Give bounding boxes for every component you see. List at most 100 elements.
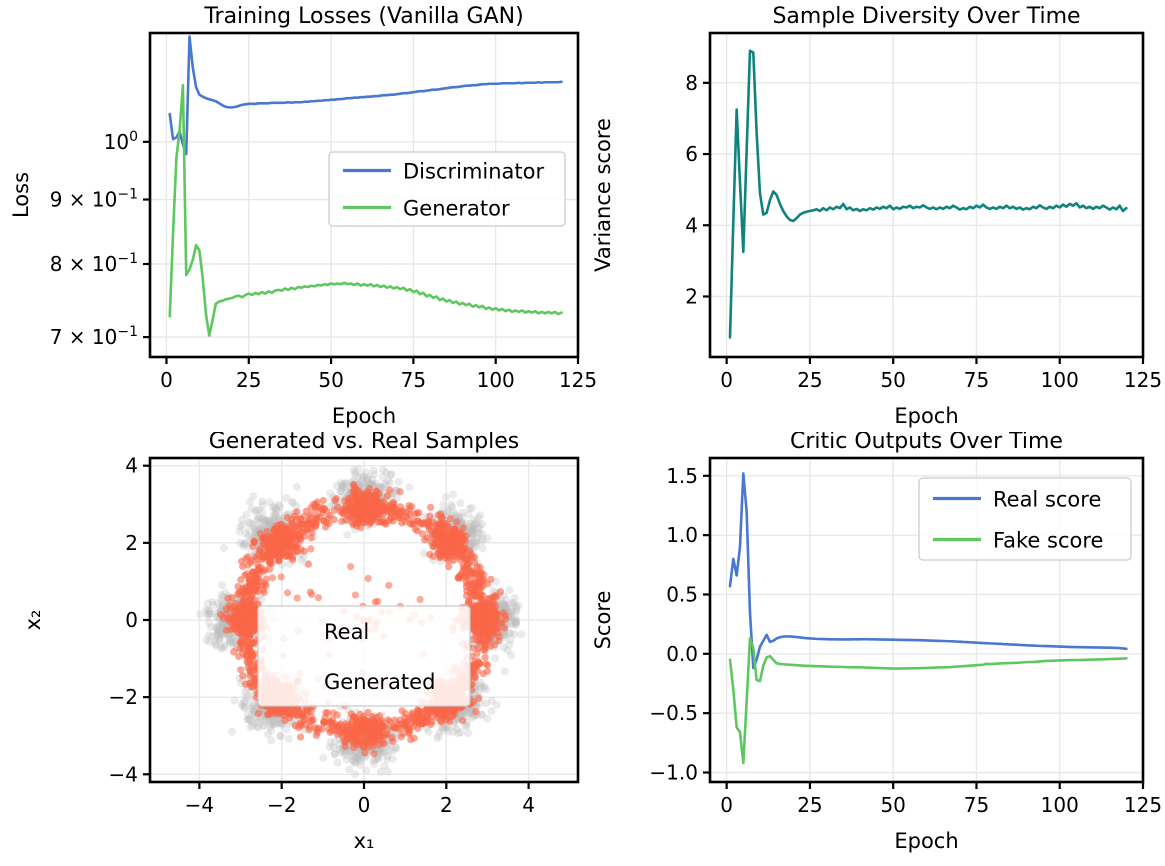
scatter-point-real	[354, 754, 363, 763]
scatter-point-real	[356, 754, 365, 763]
scatter-point-generated	[438, 513, 446, 521]
scatter-point-real	[512, 616, 520, 625]
scatter-point-generated	[406, 505, 414, 513]
scatter-point-real	[342, 755, 351, 764]
scatter-point-real	[467, 540, 476, 549]
scatter-point-generated	[395, 725, 403, 733]
scatter-point-generated	[342, 720, 350, 728]
scatter-point-real	[505, 586, 514, 595]
scatter-point-real	[385, 747, 394, 755]
scatter-point-generated	[319, 496, 327, 505]
scatter-point-generated	[425, 526, 433, 534]
scatter-point-generated	[231, 603, 239, 611]
scatter-point-real	[472, 529, 481, 538]
scatter-point-generated	[416, 595, 424, 603]
scatter-point-real	[270, 511, 278, 519]
xtick-label: 100	[1041, 368, 1079, 392]
scatter-point-real	[476, 511, 485, 520]
scatter-point-generated	[481, 653, 489, 661]
scatter-point-generated	[236, 617, 244, 626]
scatter-point-generated	[249, 542, 257, 550]
scatter-point-real	[435, 728, 444, 737]
scatter-point-generated	[254, 565, 262, 573]
scatter-point-real	[379, 465, 388, 474]
xtick-label: 75	[401, 368, 426, 392]
scatter-point-generated	[481, 647, 489, 655]
xtick-label: 25	[797, 368, 822, 392]
scatter-point-real	[336, 748, 345, 757]
scatter-point-real	[388, 754, 397, 763]
scatter-point-generated	[275, 555, 283, 563]
scatter-point-generated	[241, 604, 250, 612]
scatter-point-real	[269, 716, 278, 725]
scatter-point-real	[343, 488, 352, 497]
scatter-point-generated	[372, 496, 380, 504]
scatter-point-real	[449, 490, 457, 499]
scatter-point-real	[469, 522, 477, 531]
scatter-point-real	[271, 513, 280, 522]
scatter-point-real	[213, 630, 222, 639]
scatter-point-real	[465, 709, 474, 718]
scatter-point-real	[512, 620, 520, 629]
scatter-point-real	[267, 720, 276, 729]
scatter-point-real	[341, 751, 350, 760]
scatter-point-real	[386, 470, 395, 479]
scatter-point-generated	[334, 503, 342, 511]
series-line-generator	[168, 83, 563, 337]
scatter-point-real	[466, 523, 475, 532]
scatter-point-generated	[311, 503, 319, 511]
scatter-point-real	[218, 581, 227, 590]
scatter-point-real	[292, 483, 301, 491]
scatter-point-real	[216, 603, 225, 612]
scatter-point-real	[370, 755, 379, 764]
scatter-point-generated	[449, 541, 457, 550]
scatter-point-generated	[341, 738, 349, 746]
scatter-point-generated	[397, 733, 405, 741]
panel-training-losses: Training Losses (Vanilla GAN) 0 25 50 75 100 1…	[0, 0, 600, 432]
scatter-point-generated	[449, 556, 457, 565]
scatter-point-generated	[253, 578, 261, 586]
scatter-point-generated	[254, 555, 262, 563]
scatter-point-generated	[476, 659, 484, 667]
scatter-point-real	[479, 682, 488, 691]
scatter-point-real	[336, 478, 345, 487]
scatter-point-generated	[320, 504, 329, 513]
scatter-point-generated	[458, 574, 466, 582]
scatter-point-real	[249, 701, 258, 710]
scatter-point-real	[263, 522, 272, 531]
scatter-point-real	[355, 751, 364, 760]
scatter-point-real	[242, 510, 251, 519]
scatter-point-generated	[234, 590, 242, 598]
scatter-point-real	[350, 471, 359, 480]
scatter-point-real	[348, 752, 357, 761]
scatter-point-real	[240, 703, 249, 712]
scatter-point-real	[253, 723, 262, 732]
scatter-point-generated	[312, 731, 320, 739]
scatter-point-generated	[499, 609, 507, 617]
scatter-point-generated	[295, 534, 303, 542]
scatter-point-real	[335, 740, 344, 749]
scatter-point-real	[333, 758, 342, 767]
scatter-point-real	[507, 599, 516, 608]
ytick-label: 8 × 10−1	[50, 251, 138, 276]
scatter-point-generated	[288, 542, 296, 550]
scatter-point-real	[469, 524, 478, 533]
series-line-variance-score	[728, 49, 1128, 339]
legend-box	[257, 605, 471, 707]
scatter-point-generated	[408, 709, 416, 717]
scatter-point-generated	[449, 527, 457, 535]
scatter-point-real	[236, 522, 245, 531]
scatter-point-real	[466, 527, 475, 536]
scatter-point-real	[378, 473, 387, 481]
scatter-point-real	[212, 632, 221, 641]
scatter-point-generated	[450, 551, 459, 559]
scatter-point-generated	[254, 709, 263, 717]
scatter-point-generated	[239, 672, 247, 680]
scatter-point-real	[226, 637, 234, 646]
scatter-point-generated	[271, 542, 279, 550]
scatter-point-real	[512, 605, 521, 614]
scatter-point-real	[265, 517, 274, 526]
scatter-point-real	[372, 479, 381, 488]
scatter-point-generated	[347, 563, 355, 571]
